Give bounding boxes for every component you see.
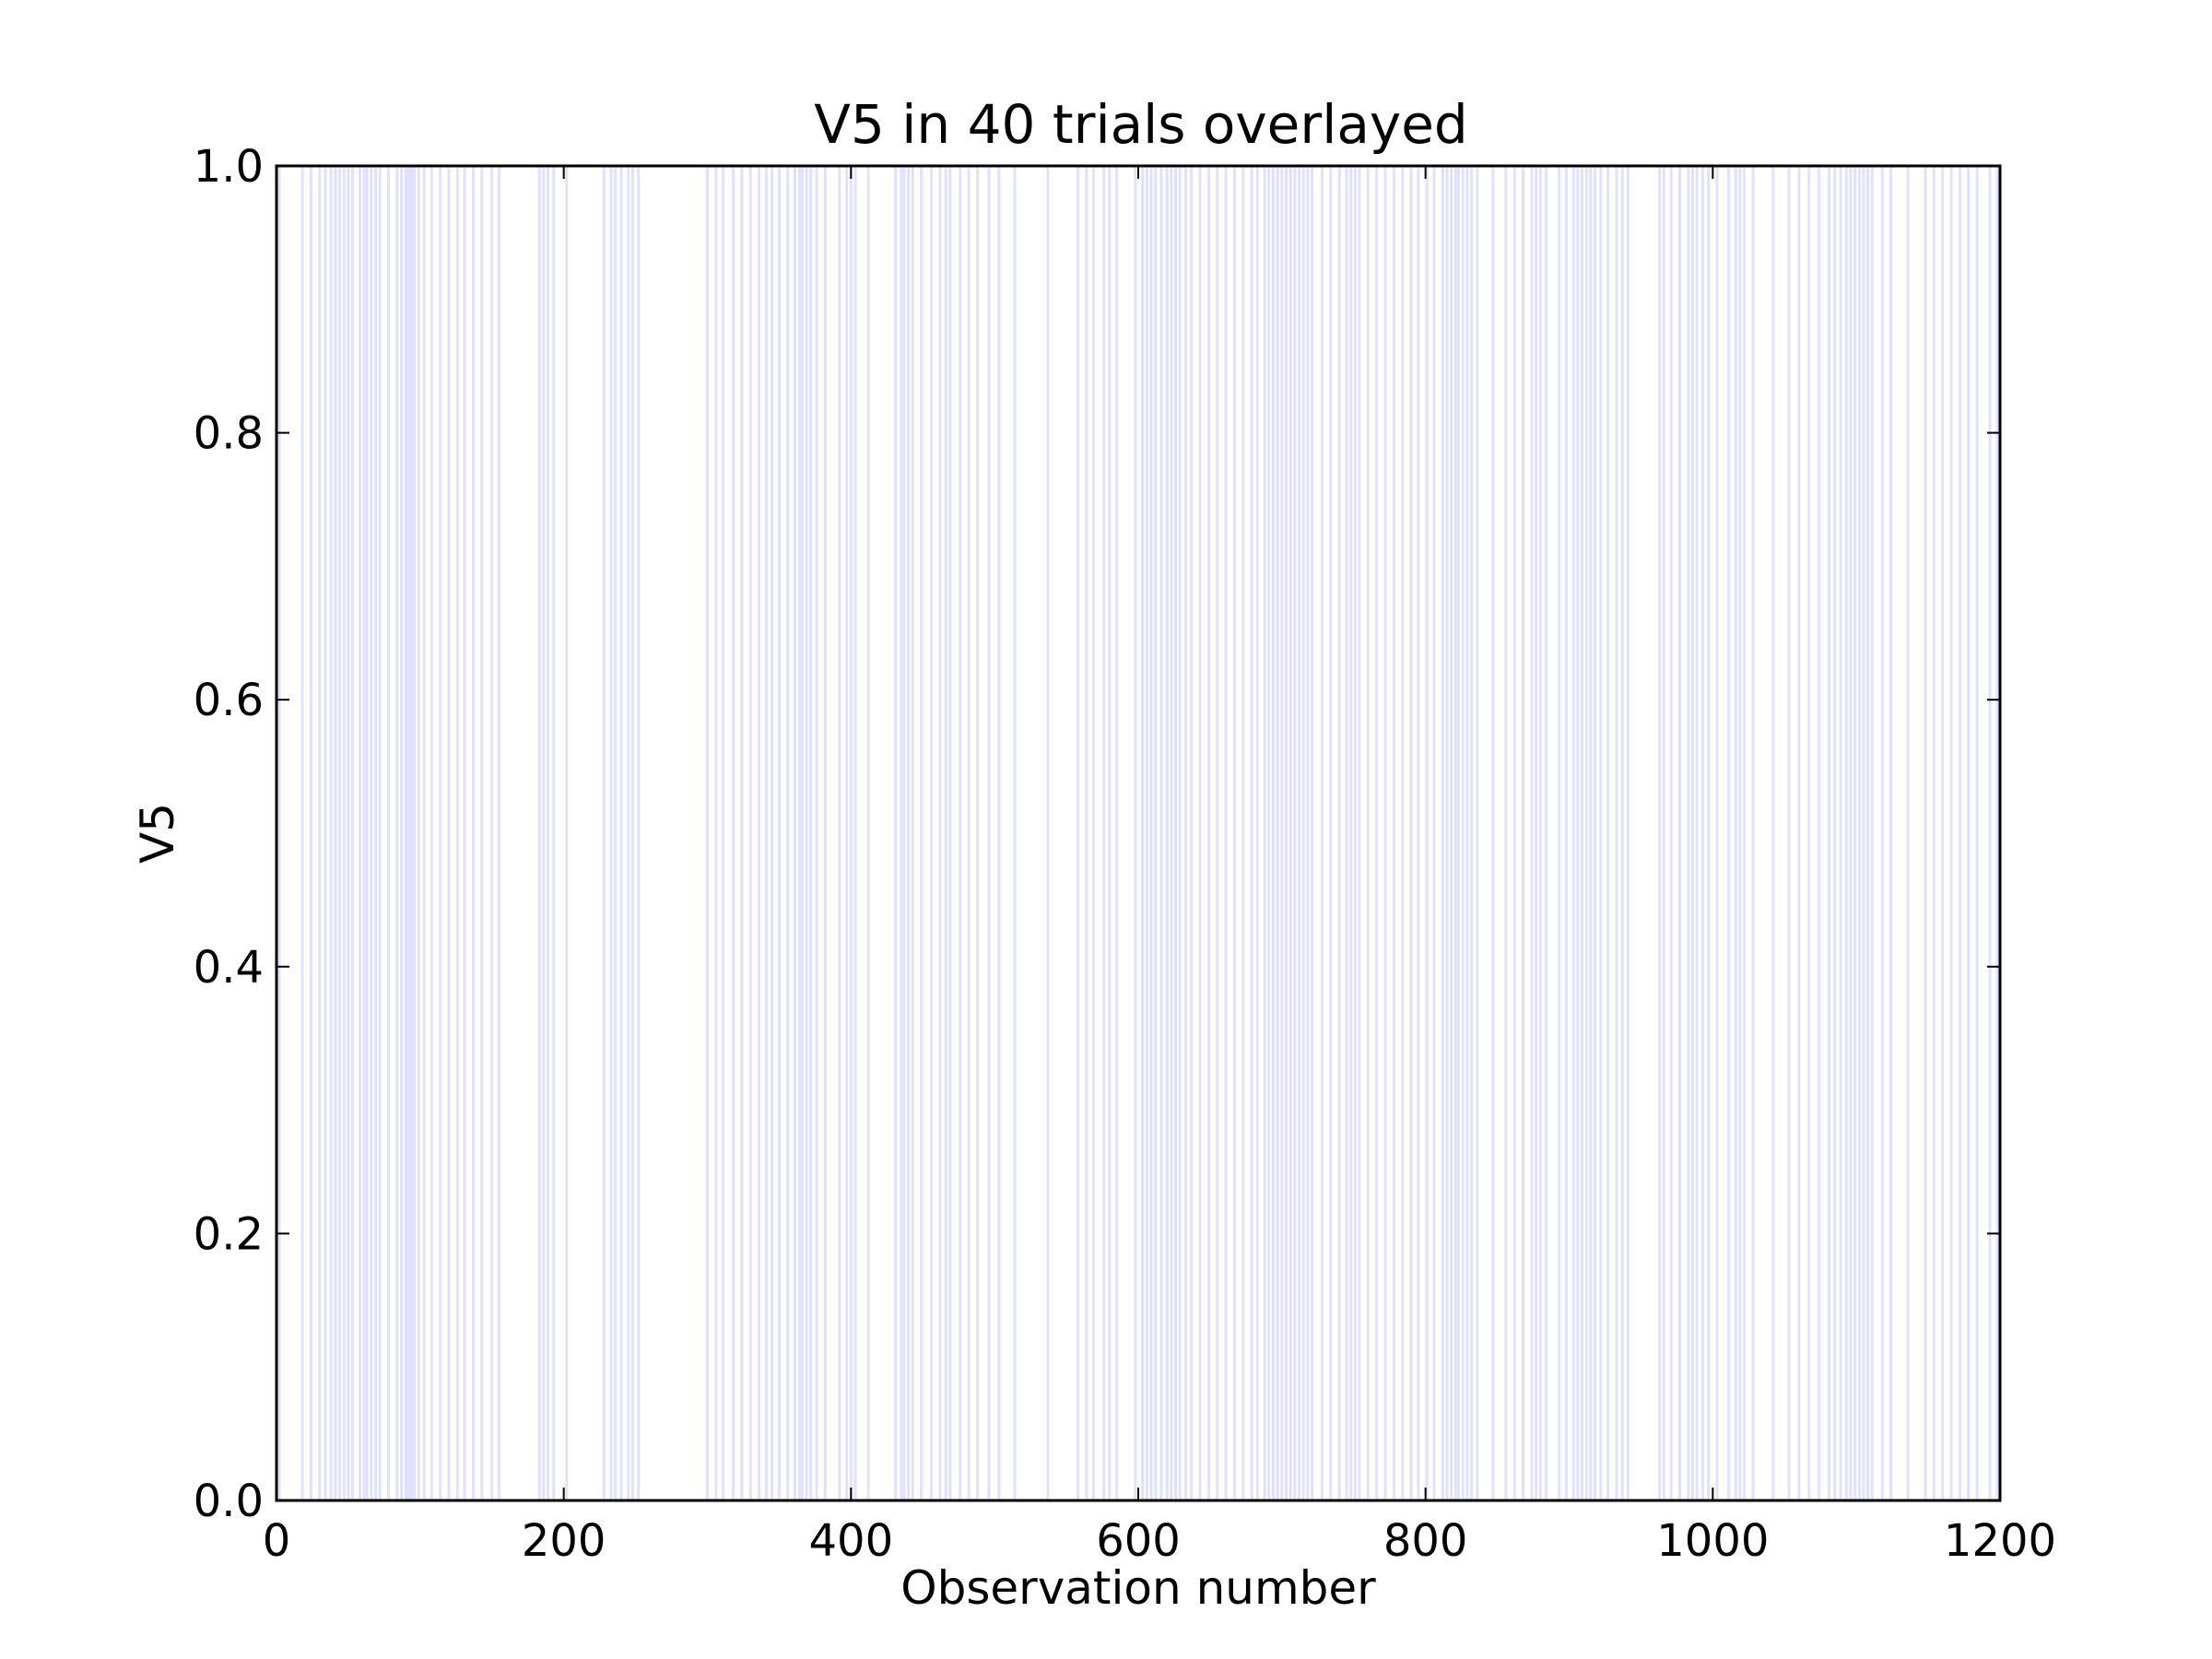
y-tick-label: 0.2 (194, 1208, 264, 1260)
x-axis: 0 200 400 600 800 1000 1200 (263, 166, 2056, 1567)
x-tick-label: 1000 (1656, 1515, 1769, 1567)
y-tick-label: 0.8 (194, 408, 264, 460)
x-tick-label: 200 (522, 1515, 606, 1567)
series-lines (277, 166, 1999, 1500)
y-tick-label: 1.0 (194, 141, 264, 193)
y-tick-label: 0.0 (194, 1476, 264, 1527)
y-axis-label: V5 (131, 803, 184, 864)
x-tick-label: 800 (1383, 1515, 1468, 1567)
y-tick-label: 0.6 (194, 675, 264, 726)
x-tick-label: 600 (1096, 1515, 1181, 1567)
y-axis: 0.0 0.2 0.4 0.6 0.8 1.0 (194, 141, 2000, 1527)
x-tick-label: 1200 (1944, 1515, 2056, 1567)
x-tick-label: 400 (809, 1515, 894, 1567)
x-tick-label: 0 (263, 1515, 291, 1567)
chart-title: V5 in 40 trials overlayed (814, 93, 1467, 156)
y-tick-label: 0.4 (194, 942, 264, 994)
x-axis-label: Observation number (900, 1561, 1376, 1615)
